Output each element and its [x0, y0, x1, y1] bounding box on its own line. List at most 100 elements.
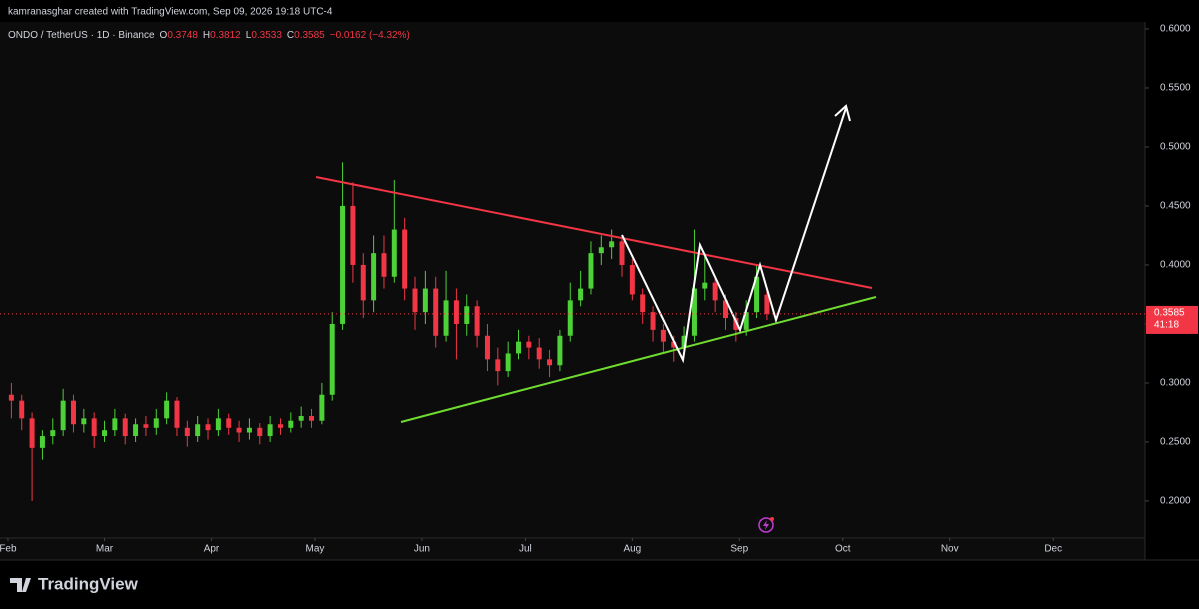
candle-body [122, 418, 128, 437]
candle-body [660, 329, 666, 342]
x-tick-label: Sep [730, 544, 748, 555]
candle-body [702, 282, 708, 289]
header-credit: kamranasghar created with TradingView.co… [8, 7, 333, 18]
alert-dot [770, 517, 774, 521]
candle-body [236, 427, 242, 433]
candle-body [215, 418, 221, 431]
candle-body [526, 341, 532, 348]
candle-body [433, 288, 439, 336]
legend-item: O [160, 30, 168, 41]
candle-body [505, 353, 511, 372]
candle-body [381, 253, 387, 277]
candle-body [578, 288, 584, 301]
candle-body [8, 394, 14, 401]
x-tick-label: Feb [0, 544, 17, 555]
candle-body [443, 300, 449, 336]
legend-item: L [246, 30, 252, 41]
legend-item: −0.0162 (−4.32%) [330, 30, 410, 41]
x-tick-label: Dec [1044, 544, 1062, 555]
candle-body [598, 247, 604, 254]
plot [8, 162, 770, 501]
candle-body [609, 241, 615, 248]
brand[interactable]: TradingView [10, 574, 139, 593]
candle-body [329, 323, 335, 395]
candle-body [319, 394, 325, 421]
candle-body [184, 427, 190, 437]
legend-item: C [287, 30, 294, 41]
candle-body [764, 294, 770, 314]
alert-icon[interactable] [758, 517, 774, 533]
candle-body [723, 300, 729, 319]
x-tick-label: Oct [835, 544, 851, 555]
y-tick-label: 0.5000 [1160, 142, 1191, 153]
candle-body [29, 418, 35, 448]
countdown: 41:18 [1154, 320, 1179, 331]
candle-body [464, 306, 470, 324]
legend-item: ONDO / TetherUS · 1D · Binance [8, 30, 155, 41]
x-tick-label: Jul [519, 544, 532, 555]
candle-body [691, 288, 697, 336]
candle-body [309, 415, 315, 421]
candle-body [288, 420, 294, 428]
legend: ONDO / TetherUS · 1D · Binance O0.3748 H 0.… [8, 30, 410, 41]
candle-body [226, 418, 232, 428]
legend-item: 0.3748 [167, 30, 198, 41]
candle-body [112, 418, 118, 431]
candle-body [50, 430, 56, 437]
legend-item: 0.3533 [251, 30, 282, 41]
candle-body [257, 427, 263, 437]
legend-item: H [203, 30, 210, 41]
candle-body [70, 400, 76, 425]
candle-body [298, 415, 304, 421]
x-tick-label: Apr [204, 544, 220, 555]
y-tick-label: 0.6000 [1160, 24, 1191, 35]
candle-body [671, 341, 677, 348]
candle-body [205, 424, 211, 431]
alert-ring [758, 517, 774, 533]
brand-name: TradingView [38, 574, 139, 593]
candle-body [474, 306, 480, 336]
x-tick-label: Nov [941, 544, 959, 555]
last-price-tag [1146, 305, 1198, 334]
candle-body [412, 288, 418, 313]
drawings [315, 104, 877, 423]
candle-body [402, 229, 408, 289]
y-tick-label: 0.4000 [1160, 260, 1191, 271]
last-price-label: 0.3585 [1154, 308, 1185, 319]
candle-body [712, 282, 718, 301]
x-tick-label: Aug [623, 544, 641, 555]
candle-body [547, 359, 553, 366]
candle-body [143, 424, 149, 428]
candle-body [81, 418, 87, 425]
x-tick-label: Mar [96, 544, 114, 555]
candle-body [650, 312, 656, 330]
x-tick-label: Jun [414, 544, 430, 555]
candle-body [39, 436, 45, 448]
candle-body [277, 424, 283, 428]
candle-body [516, 341, 522, 354]
candle-body [536, 347, 542, 360]
x-tick-label: May [306, 544, 325, 555]
candle-body [164, 400, 170, 419]
candle-body [195, 424, 201, 437]
candle-body [371, 253, 377, 301]
candle-body [484, 335, 490, 360]
plot-area [0, 22, 1145, 560]
candle-body [619, 241, 625, 265]
support-trendline [400, 296, 877, 423]
candle-body [754, 276, 760, 313]
projection-path [621, 107, 847, 364]
y-tick-label: 0.4500 [1160, 201, 1191, 212]
candle-body [350, 205, 356, 265]
brand-logo [10, 578, 31, 592]
y-tick-label: 0.3000 [1160, 378, 1191, 389]
y-tick-label: 0.5500 [1160, 83, 1191, 94]
legend-item: 0.3585 [294, 30, 325, 41]
candle-body [422, 288, 428, 313]
candle-body [174, 400, 180, 428]
candle-body [267, 424, 273, 437]
candle-body [567, 300, 573, 336]
candle-body [629, 264, 635, 295]
